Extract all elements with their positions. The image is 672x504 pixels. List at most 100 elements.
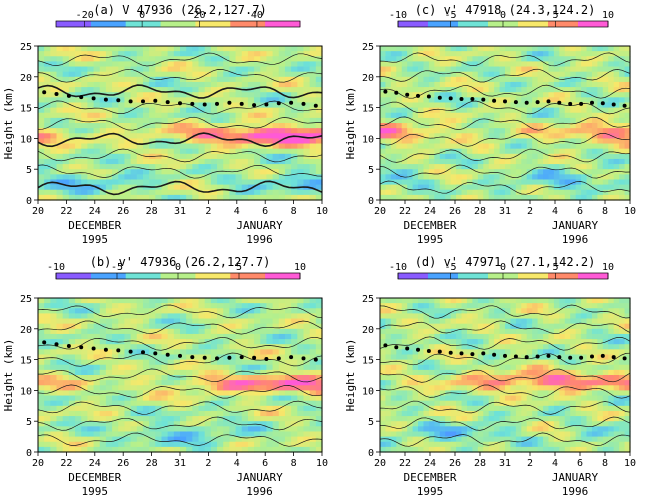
heatmap-cell [284,87,292,93]
heatmap-cell [423,143,430,150]
heatmap-cell [167,61,175,68]
heatmap-cell [613,123,620,129]
heatmap-cell [434,148,441,155]
heatmap-cell [291,61,298,68]
x-tick-label: 10 [316,458,328,469]
heatmap-cell [266,71,274,78]
heatmap-cell [186,339,193,345]
heatmap-cell [466,395,473,402]
heatmap-cell [229,97,237,104]
heatmap-cell [204,313,212,320]
heatmap-cell [624,164,631,170]
heatmap-cell [385,416,392,422]
heatmap-cell [412,123,419,129]
heatmap-cell [483,71,490,78]
heatmap-cell [210,92,218,98]
heatmap-cell [472,174,479,181]
heatmap-cell [254,446,261,453]
heatmap-cell [149,189,156,196]
heatmap-cell [44,81,51,88]
heatmap-cell [418,436,425,443]
heatmap-cell [254,153,261,160]
heatmap-cell [186,410,193,417]
chart-title: (c) v' 47918 (24.3,124.2) [415,3,596,17]
heatmap-cell [38,344,45,350]
heatmap-cell [247,46,255,52]
heatmap-cell [297,189,305,196]
heatmap-cell [272,405,280,412]
heatmap-cell [62,97,70,104]
heatmap-cell [198,66,206,73]
heatmap-cell [297,169,305,175]
heatmap-cell [602,97,609,104]
heatmap-cell [266,354,274,361]
y-tick-label: 5 [26,165,32,176]
heatmap-cell [247,169,255,175]
heatmap-cell [173,431,181,438]
heatmap-cell [105,446,113,453]
heatmap-cell [284,380,292,386]
heatmap-cell [161,375,169,381]
heatmap-cell [499,179,506,186]
heatmap-cell [488,66,495,73]
heatmap-cell [510,56,517,62]
heatmap-cell [499,102,506,109]
heatmap-cell [303,76,311,83]
heatmap-cell [254,354,261,361]
heatmap-cell [466,81,473,88]
heatmap-cell [87,328,95,335]
heatmap-cell [477,158,484,165]
heatmap-cell [526,56,533,62]
heatmap-cell [130,143,138,150]
heatmap-cell [87,410,95,417]
heatmap-cell [186,416,193,422]
heatmap-cell [241,385,249,391]
heatmap-cell [112,112,119,119]
heatmap-cell [613,174,620,181]
heatmap-cell [44,87,51,93]
heatmap-cell [198,333,206,340]
heatmap-cell [483,133,490,139]
heatmap-cell [229,390,237,397]
heatmap-cell [532,87,539,93]
heatmap-cell [537,87,544,93]
heatmap-cell [309,46,317,52]
heatmap-cell [466,328,473,335]
heatmap-cell [559,184,566,191]
heatmap-cell [99,76,107,83]
heatmap-cell [161,184,169,191]
heatmap-cell [559,169,566,175]
heatmap-cell [130,359,138,366]
heatmap-cell [81,158,88,165]
heatmap-cell [192,107,200,114]
heatmap-cell [428,153,435,160]
heatmap-cell [217,143,224,150]
tropopause-point [128,349,133,354]
heatmap-cell [44,333,51,340]
heatmap-cell [260,344,268,350]
heatmap-cell [260,133,268,139]
heatmap-cell [241,405,249,412]
heatmap-cell [105,349,113,356]
heatmap-cell [284,354,292,361]
heatmap-cell [254,400,261,407]
heatmap-cell [559,61,566,68]
heatmap-cell [68,189,76,196]
heatmap-cell [44,395,51,402]
heatmap-cell [483,148,490,155]
heatmap-cell [44,436,51,443]
heatmap-cell [461,87,468,93]
heatmap-cell [602,164,609,170]
heatmap-cell [488,169,495,175]
heatmap-cell [597,92,604,98]
heatmap-cell [254,410,261,417]
heatmap-cell [266,436,274,443]
heatmap-cell [260,87,268,93]
heatmap-cell [112,107,119,114]
colorbar-tick-label: 20 [194,10,206,21]
heatmap-cell [575,97,582,104]
heatmap-cell [223,133,230,139]
heatmap-cell [272,410,280,417]
heatmap-cell [105,421,113,427]
heatmap-cell [439,380,446,386]
